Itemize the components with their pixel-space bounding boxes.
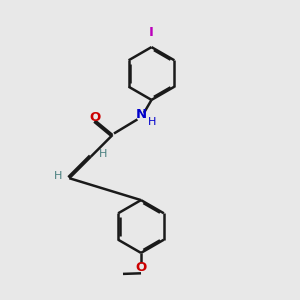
Text: O: O <box>89 111 101 124</box>
Text: H: H <box>54 171 62 181</box>
Text: I: I <box>149 26 154 39</box>
Text: O: O <box>135 261 147 274</box>
Text: N: N <box>135 108 147 122</box>
Text: H: H <box>148 117 157 127</box>
Text: H: H <box>99 149 108 159</box>
